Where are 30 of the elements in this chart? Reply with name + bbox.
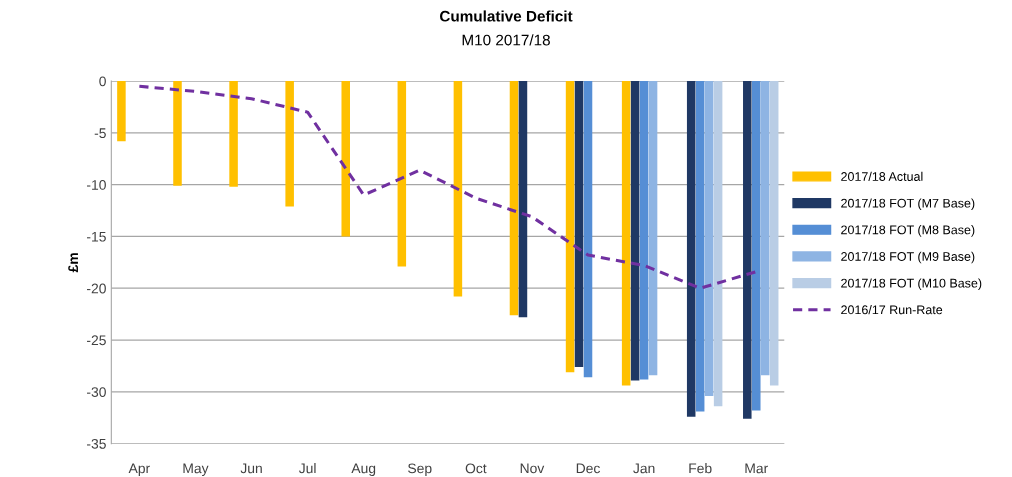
legend-label: 2017/18 FOT (M10 Base) — [841, 278, 982, 291]
x-tick-label: Mar — [745, 463, 768, 474]
y-axis-title: £m — [68, 253, 78, 273]
legend-label: 2016/17 Run-Rate — [841, 305, 943, 315]
y-tick-label: -35 — [87, 438, 106, 449]
legend-label: 2017/18 FOT (M9 Base) — [841, 251, 975, 264]
x-tick-label: Aug — [351, 463, 376, 476]
x-tick-label: Jul — [298, 463, 316, 474]
x-tick-label: May — [183, 463, 209, 476]
legend-label: 2017/18 FOT (M7 Base) — [841, 198, 975, 211]
x-tick-label: Oct — [465, 463, 487, 474]
x-tick-label: Dec — [576, 463, 600, 474]
y-tick-label: -10 — [87, 180, 106, 190]
y-tick-label: -25 — [87, 335, 106, 346]
x-tick-label: Sep — [408, 463, 432, 476]
x-tick-label: Jan — [633, 463, 655, 474]
chart-subtitle: M10 2017/18 — [462, 34, 550, 46]
y-tick-label: -30 — [87, 387, 106, 397]
y-tick-label: -5 — [94, 128, 106, 139]
x-tick-label: Feb — [689, 463, 712, 474]
line-series — [137, 84, 758, 290]
legend-label: 2017/18 FOT (M8 Base) — [841, 225, 975, 237]
legend-label: 2017/18 Actual — [841, 171, 923, 181]
y-tick-label: -20 — [87, 283, 106, 294]
y-tick-label: 0 — [99, 76, 106, 87]
x-tick-label: Nov — [520, 463, 545, 474]
chart-title: Cumulative Deficit — [439, 10, 573, 22]
x-tick-label: Apr — [128, 463, 150, 476]
x-tick-label: Jun — [240, 463, 262, 474]
y-tick-label: -15 — [87, 231, 106, 242]
